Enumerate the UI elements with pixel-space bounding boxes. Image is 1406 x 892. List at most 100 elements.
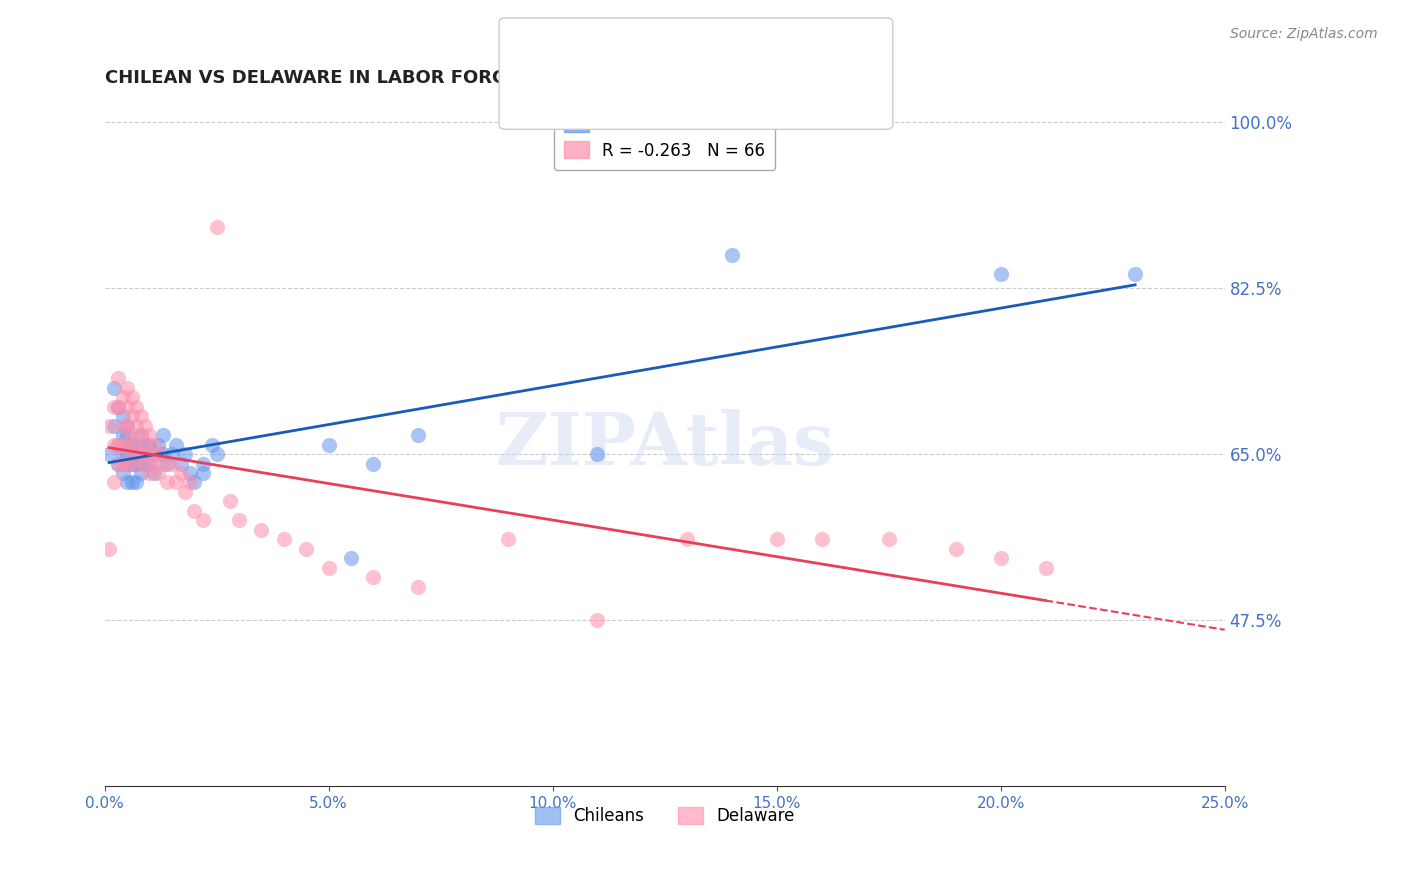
Text: CHILEAN VS DELAWARE IN LABOR FORCE | AGE > 16 CORRELATION CHART: CHILEAN VS DELAWARE IN LABOR FORCE | AGE…: [104, 69, 851, 87]
Point: [138, 428, 160, 442]
Point: [156, 457, 179, 471]
Point: [160, 457, 183, 471]
Point: [205, 447, 228, 461]
Point: [676, 533, 699, 547]
Point: [408, 428, 430, 442]
Point: [250, 523, 273, 537]
Point: [363, 457, 385, 471]
Point: [318, 561, 340, 575]
Point: [183, 475, 205, 490]
Point: [103, 418, 125, 433]
Point: [115, 437, 138, 451]
Point: [125, 418, 148, 433]
Point: [121, 409, 143, 424]
Point: [129, 466, 152, 480]
Point: [165, 475, 187, 490]
Point: [111, 447, 134, 461]
Point: [115, 418, 138, 433]
Point: [111, 457, 134, 471]
Point: [193, 513, 215, 527]
Point: [107, 371, 129, 385]
Point: [179, 466, 201, 480]
Point: [148, 437, 170, 451]
Point: [115, 447, 138, 461]
Point: [148, 466, 170, 480]
Point: [152, 447, 174, 461]
Point: [179, 475, 201, 490]
Point: [273, 533, 295, 547]
Point: [129, 409, 152, 424]
Point: [142, 466, 165, 480]
Point: [295, 541, 318, 556]
Text: ZIPAtlas: ZIPAtlas: [495, 409, 834, 480]
Point: [142, 437, 165, 451]
Point: [174, 485, 197, 500]
Point: [183, 504, 205, 518]
Point: [111, 409, 134, 424]
Point: [111, 437, 134, 451]
Point: [115, 457, 138, 471]
Point: [138, 447, 160, 461]
Point: [125, 400, 148, 414]
Point: [142, 447, 165, 461]
Point: [111, 428, 134, 442]
Point: [134, 457, 156, 471]
Point: [205, 219, 228, 234]
Point: [138, 457, 160, 471]
Point: [121, 475, 143, 490]
Point: [107, 457, 129, 471]
Point: [219, 494, 242, 508]
Point: [318, 437, 340, 451]
Point: [201, 437, 224, 451]
Point: [990, 267, 1012, 281]
Point: [111, 418, 134, 433]
Point: [129, 428, 152, 442]
Point: [142, 457, 165, 471]
Point: [107, 437, 129, 451]
Point: [363, 570, 385, 584]
Point: [125, 457, 148, 471]
Point: [148, 447, 170, 461]
Point: [129, 428, 152, 442]
Point: [125, 475, 148, 490]
Point: [408, 580, 430, 594]
Point: [945, 541, 967, 556]
Point: [134, 457, 156, 471]
Point: [134, 437, 156, 451]
Point: [586, 613, 609, 627]
Point: [111, 466, 134, 480]
Point: [174, 447, 197, 461]
Point: [125, 437, 148, 451]
Point: [121, 428, 143, 442]
Point: [721, 248, 744, 262]
Point: [165, 437, 187, 451]
Point: [496, 533, 519, 547]
Point: [125, 437, 148, 451]
Point: [107, 400, 129, 414]
Point: [160, 447, 183, 461]
Point: [152, 457, 174, 471]
Point: [115, 428, 138, 442]
Point: [115, 475, 138, 490]
Point: [152, 428, 174, 442]
Point: [103, 475, 125, 490]
Point: [170, 466, 193, 480]
Point: [193, 466, 215, 480]
Point: [129, 447, 152, 461]
Point: [107, 437, 129, 451]
Point: [990, 551, 1012, 566]
Point: [115, 437, 138, 451]
Point: [98, 418, 121, 433]
Point: [134, 437, 156, 451]
Point: [1035, 561, 1057, 575]
Point: [138, 437, 160, 451]
Point: [107, 400, 129, 414]
Point: [107, 457, 129, 471]
Point: [810, 533, 832, 547]
Point: [125, 457, 148, 471]
Point: [170, 457, 193, 471]
Point: [121, 390, 143, 404]
Point: [228, 513, 250, 527]
Point: [125, 447, 148, 461]
Point: [115, 457, 138, 471]
